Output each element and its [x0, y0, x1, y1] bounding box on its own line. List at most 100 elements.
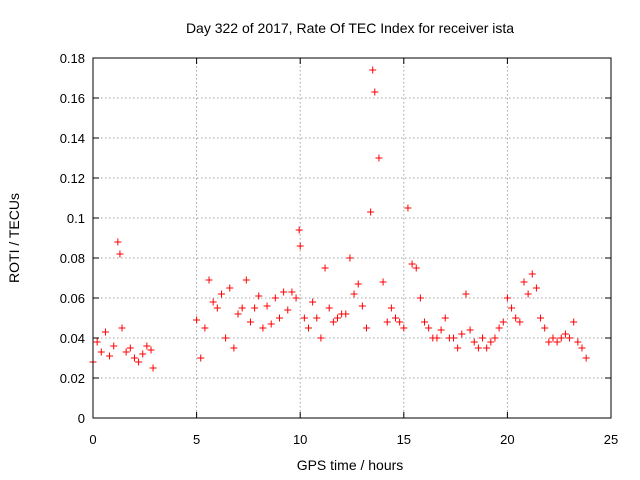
data-point	[333, 314, 341, 322]
data-point	[545, 338, 553, 346]
data-point	[234, 310, 242, 318]
data-point	[267, 320, 275, 328]
data-point	[205, 276, 213, 284]
data-point	[474, 344, 482, 352]
data-point	[304, 324, 312, 332]
data-point	[491, 334, 499, 342]
data-point	[470, 338, 478, 346]
data-point	[242, 276, 250, 284]
data-point	[503, 294, 511, 302]
data-point	[541, 324, 549, 332]
data-point	[114, 238, 122, 246]
data-point	[116, 250, 124, 258]
data-point	[570, 318, 578, 326]
data-point	[130, 354, 138, 362]
data-point	[329, 318, 337, 326]
x-tick-label: 25	[604, 432, 618, 447]
data-point	[532, 284, 540, 292]
y-tick-label: 0.04	[60, 331, 85, 346]
data-point	[437, 326, 445, 334]
data-point	[524, 290, 532, 298]
data-point	[321, 264, 329, 272]
data-point	[317, 334, 325, 342]
x-tick-label: 20	[500, 432, 514, 447]
data-point	[222, 334, 230, 342]
y-axis-label: ROTI / TECUs	[6, 193, 22, 283]
data-point	[288, 288, 296, 296]
data-point	[582, 354, 590, 362]
data-point	[259, 324, 267, 332]
x-tick-label: 10	[293, 432, 307, 447]
data-point	[400, 324, 408, 332]
data-point	[139, 350, 147, 358]
y-tick-label: 0.1	[67, 211, 85, 226]
data-point	[147, 346, 155, 354]
grid-lines	[93, 58, 611, 418]
data-point	[101, 328, 109, 336]
data-point	[512, 314, 520, 322]
data-point	[354, 280, 362, 288]
data-point	[93, 338, 101, 346]
data-point	[392, 314, 400, 322]
data-point	[387, 304, 395, 312]
data-point	[528, 270, 536, 278]
data-point	[135, 358, 143, 366]
data-point	[483, 344, 491, 352]
y-tick-label: 0	[78, 411, 85, 426]
y-tick-label: 0.12	[60, 171, 85, 186]
data-point	[371, 88, 379, 96]
data-point	[122, 348, 130, 356]
data-point	[557, 334, 565, 342]
data-point	[537, 314, 545, 322]
y-tick-label: 0.06	[60, 291, 85, 306]
data-point	[275, 314, 283, 322]
data-point	[300, 314, 308, 322]
data-point	[441, 314, 449, 322]
data-point	[292, 294, 300, 302]
data-point	[213, 304, 221, 312]
data-point	[425, 324, 433, 332]
y-tick-label: 0.14	[60, 131, 85, 146]
data-point	[271, 294, 279, 302]
data-point	[126, 344, 134, 352]
data-point	[313, 314, 321, 322]
plot-frame	[92, 57, 612, 419]
data-point	[238, 304, 246, 312]
data-point	[561, 330, 569, 338]
data-point	[421, 318, 429, 326]
data-point	[495, 324, 503, 332]
data-point	[251, 304, 259, 312]
data-point	[350, 290, 358, 298]
data-point	[201, 324, 209, 332]
data-point	[284, 306, 292, 314]
data-point	[408, 260, 416, 268]
data-point	[479, 334, 487, 342]
x-axis-label: GPS time / hours	[297, 457, 404, 473]
y-tick-label: 0.18	[60, 51, 85, 66]
data-point	[280, 288, 288, 296]
data-point	[296, 242, 304, 250]
data-point	[197, 354, 205, 362]
data-point	[346, 254, 354, 262]
data-point	[367, 208, 375, 216]
data-point	[106, 352, 114, 360]
data-point	[416, 294, 424, 302]
data-point	[462, 290, 470, 298]
data-point	[149, 364, 157, 372]
data-point	[450, 334, 458, 342]
data-point	[255, 292, 263, 300]
data-point	[553, 338, 561, 346]
y-tick-label: 0.02	[60, 371, 85, 386]
data-point	[118, 324, 126, 332]
data-point	[209, 298, 217, 306]
axis-ticks: 0 0.02 0.04 0.06 0.08 0.1 0.12 0.14 0.16 0.18 0 5 10…	[60, 51, 619, 447]
data-point	[549, 334, 557, 342]
data-point	[295, 226, 303, 234]
data-point	[466, 326, 474, 334]
data-point	[566, 334, 574, 342]
data-point	[110, 342, 118, 350]
data-point	[226, 284, 234, 292]
data-point	[363, 324, 371, 332]
data-point	[325, 304, 333, 312]
